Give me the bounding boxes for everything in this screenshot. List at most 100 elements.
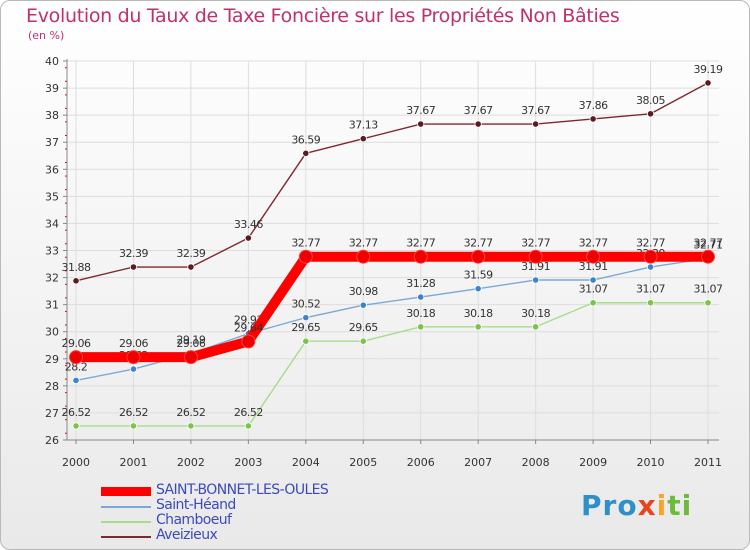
x-tick-label: 2006: [407, 456, 435, 469]
data-label: 29.19: [176, 334, 205, 347]
series-chamboeuf: 26.52 26.52 26.52 26.52 29.65 29.65 30.18 30.18…: [62, 283, 723, 430]
data-label: 37.67: [521, 104, 550, 117]
proxiti-logo: Proxiti: [581, 489, 692, 522]
data-point: [528, 249, 543, 264]
series-line: [76, 251, 708, 363]
data-point: [532, 276, 540, 284]
legend-swatch-saint-bonnet: [101, 487, 151, 496]
y-tick-label: 32: [45, 272, 59, 285]
y-tick-label: 37: [45, 136, 59, 149]
y-tick-label: 26: [45, 434, 59, 447]
data-point: [183, 350, 198, 365]
data-label: 30.18: [521, 307, 550, 320]
logo-part-1: Pro: [581, 489, 638, 522]
data-label: 31.07: [636, 283, 665, 296]
data-label: 31.91: [579, 260, 608, 273]
data-label: 32.77: [406, 237, 435, 250]
data-point: [129, 365, 138, 373]
data-label: 29.06: [176, 337, 205, 350]
x-tick-label: 2000: [62, 456, 90, 469]
x-tick-label: 2002: [177, 456, 205, 469]
x-tick-label: 2010: [637, 456, 665, 469]
y-tick-label: 28: [45, 380, 59, 393]
data-label: 30.18: [464, 307, 493, 320]
data-label: 31.59: [464, 269, 493, 282]
data-label: 31.28: [406, 277, 435, 290]
data-point: [356, 249, 371, 264]
x-tick-label: 2001: [119, 456, 147, 469]
data-point: [471, 249, 486, 264]
data-label: 32.77: [521, 237, 550, 250]
legend-swatch-saint-heand: [101, 506, 151, 508]
data-point: [244, 422, 252, 430]
data-label: 26.52: [62, 406, 91, 419]
data-point: [646, 110, 655, 118]
y-tick-label: 39: [45, 82, 59, 95]
data-point: [417, 120, 425, 128]
data-point: [704, 79, 712, 87]
data-label: 30.98: [349, 285, 378, 298]
data-label: 39.19: [694, 63, 723, 76]
line-chart: 26 27 28 29 30 31 32 33 34 35 36 37 38 39 40 2000 2001 20…: [45, 55, 723, 469]
data-point: [302, 337, 310, 345]
data-label: 32.71: [694, 238, 723, 251]
data-label: 32.77: [694, 237, 723, 250]
x-tick-label: 2005: [349, 456, 377, 469]
x-tick-label: 2011: [694, 456, 722, 469]
data-point: [129, 263, 138, 271]
x-tick-label: 2008: [522, 456, 550, 469]
data-label: 32.39: [119, 247, 148, 260]
data-point: [359, 301, 367, 309]
data-label: 32.77: [579, 237, 608, 250]
logo-part-4: ti: [667, 489, 693, 522]
data-label: 31.07: [694, 283, 723, 296]
data-label: 28.2: [65, 360, 88, 373]
data-point: [586, 249, 601, 264]
legend-label-saint-bonnet: SAINT-BONNET-LES-OULES: [156, 482, 329, 498]
data-point: [646, 299, 655, 307]
y-tick-label: 29: [45, 353, 59, 366]
logo-part-2: x: [637, 489, 657, 522]
data-label: 26.52: [176, 406, 205, 419]
data-label: 32.77: [636, 237, 665, 250]
data-point: [417, 293, 425, 301]
chart-title: Evolution du Taux de Taxe Foncière sur l…: [26, 5, 620, 27]
data-point: [701, 249, 715, 264]
x-tick-label: 2003: [234, 456, 262, 469]
y-tick-label: 34: [45, 217, 59, 230]
data-point: [244, 234, 252, 242]
data-label: 32.77: [291, 237, 320, 250]
y-tick-label: 27: [45, 407, 59, 420]
data-label: 37.86: [579, 99, 608, 112]
data-point: [474, 120, 482, 128]
data-point: [129, 422, 138, 430]
data-point: [474, 323, 482, 331]
data-point: [69, 350, 83, 365]
legend-label-saint-heand: Saint-Héand: [156, 497, 236, 513]
x-tick-label: 2007: [464, 456, 492, 469]
data-point: [359, 135, 367, 143]
data-label: 32.77: [464, 237, 493, 250]
data-point: [589, 115, 597, 123]
y-tick-label: 30: [45, 326, 59, 339]
data-label: 29.06: [119, 337, 148, 350]
data-point: [646, 263, 655, 271]
data-point: [413, 249, 428, 264]
data-point: [589, 299, 597, 307]
series-line: [76, 302, 708, 427]
data-point: [187, 422, 195, 430]
data-label: 26.52: [119, 406, 148, 419]
series-aveizieux: 31.88 32.39 32.39 33.46 36.59 37.13 37.67 37.67…: [62, 63, 723, 285]
y-tick-label: 35: [45, 190, 59, 203]
logo-part-3: i: [656, 489, 668, 522]
y-tick-label: 36: [45, 163, 59, 176]
legend-swatch-aveizieux: [101, 536, 151, 538]
data-label: 38.05: [636, 94, 665, 107]
data-label: 37.67: [464, 104, 493, 117]
data-point: [126, 350, 141, 365]
data-label: 29.65: [349, 321, 378, 334]
data-label: 36.59: [291, 133, 320, 146]
data-label: 32.77: [349, 237, 378, 250]
y-tick-label: 33: [45, 245, 59, 258]
data-label: 29.65: [291, 321, 320, 334]
